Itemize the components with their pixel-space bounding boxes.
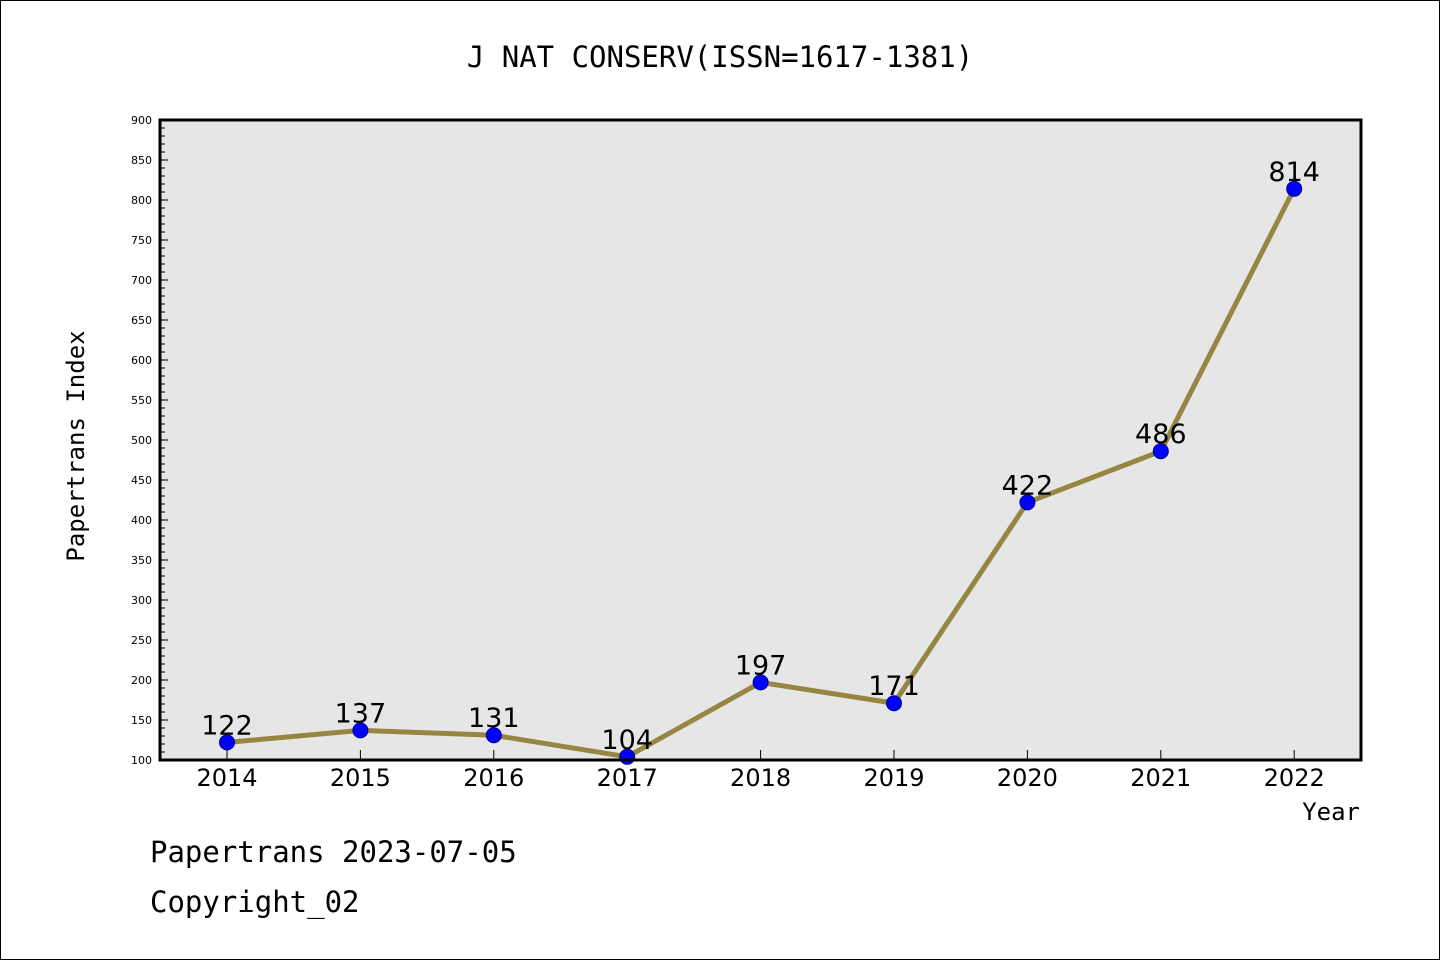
y-tick-label: 800 <box>131 194 152 207</box>
y-tick-label: 100 <box>131 754 152 767</box>
y-axis-label: Papertrans Index <box>62 330 90 561</box>
footer-date: Papertrans 2023-07-05 <box>150 835 517 869</box>
data-label: 422 <box>1002 470 1054 501</box>
y-tick-label: 750 <box>131 234 152 247</box>
x-tick-label: 2018 <box>730 764 791 792</box>
data-point <box>352 722 369 739</box>
x-tick-label: 2017 <box>597 764 658 792</box>
footer-copyright: Copyright_02 <box>150 885 360 919</box>
y-tick-label: 450 <box>131 474 152 487</box>
x-axis-ticks: 2014 2015 2016 2017 2018 2019 2020 2021 2022 <box>196 750 1325 792</box>
data-point <box>219 734 235 751</box>
data-label: 486 <box>1135 419 1187 450</box>
y-tick-label: 650 <box>131 314 152 327</box>
x-tick-label: 2019 <box>863 764 924 792</box>
x-tick-label: 2022 <box>1264 764 1325 792</box>
data-label: 122 <box>201 710 253 741</box>
plot-border <box>158 118 1363 762</box>
x-axis-label: Year <box>1302 798 1360 826</box>
data-markers <box>219 180 1303 765</box>
y-tick-label: 700 <box>131 274 152 287</box>
chart-title: J NAT CONSERV(ISSN=1617-1381) <box>467 40 973 74</box>
x-tick-label: 2021 <box>1130 764 1191 792</box>
data-point <box>1286 180 1303 197</box>
data-label: 104 <box>601 725 653 756</box>
data-point <box>1019 494 1036 511</box>
x-tick-label: 2015 <box>330 764 391 792</box>
y-axis-ticks: 100 150 200 250 300 350 400 450 500 550 600 650 700 7… <box>131 114 168 767</box>
data-label: 814 <box>1268 157 1320 188</box>
data-point <box>1152 443 1169 460</box>
y-tick-label: 350 <box>131 554 152 567</box>
y-tick-label: 850 <box>131 154 152 167</box>
data-point <box>485 727 502 744</box>
plot-area <box>160 120 1361 760</box>
y-tick-label: 500 <box>131 434 152 447</box>
y-tick-label: 400 <box>131 514 152 527</box>
data-label: 171 <box>868 671 920 702</box>
x-tick-label: 2014 <box>196 764 257 792</box>
x-tick-label: 2016 <box>463 764 524 792</box>
y-tick-label: 600 <box>131 354 152 367</box>
y-tick-label: 900 <box>131 114 152 127</box>
y-tick-label: 250 <box>131 634 152 647</box>
data-label: 137 <box>335 698 387 729</box>
data-point <box>886 695 902 712</box>
y-tick-label: 550 <box>131 394 152 407</box>
data-point <box>752 674 769 691</box>
data-label: 197 <box>735 650 787 681</box>
y-tick-label: 150 <box>131 714 152 727</box>
y-tick-label: 200 <box>131 674 152 687</box>
data-label: 131 <box>468 703 520 734</box>
data-labels: 122 137 131 104 197 171 422 486 814 <box>201 157 1320 756</box>
y-tick-label: 300 <box>131 594 152 607</box>
x-tick-label: 2020 <box>997 764 1058 792</box>
